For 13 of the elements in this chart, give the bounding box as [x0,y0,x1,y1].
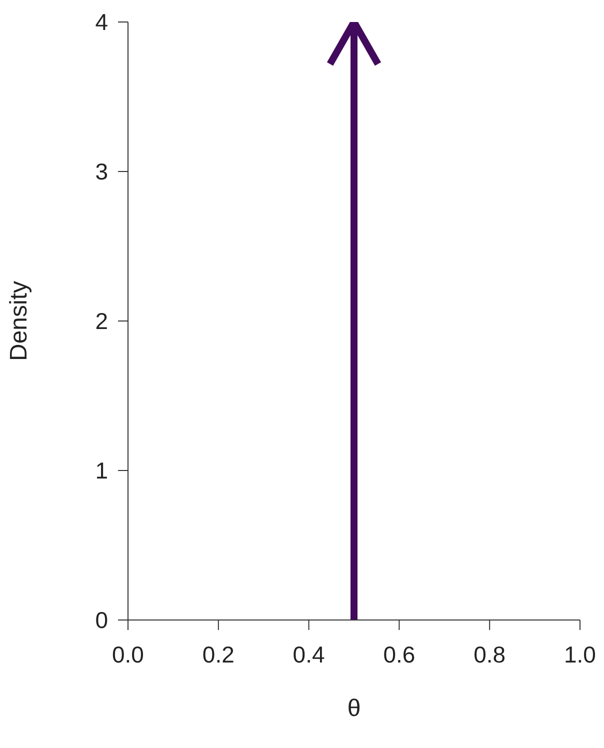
x-tick-label: 0.6 [383,641,416,668]
x-tick-label: 1.0 [564,641,596,668]
y-tick-label: 3 [95,158,108,185]
y-axis-title: Density [6,280,33,362]
y-tick-label: 2 [95,308,108,334]
y-tick-label: 0 [95,607,108,634]
x-tick-label: 0.0 [112,641,144,668]
x-tick-label: 0.4 [292,641,325,668]
x-tick-label: 0.2 [202,641,234,668]
y-tick-label: 4 [95,9,108,36]
y-tick-label: 1 [95,458,108,484]
x-axis-title: θ [347,695,361,722]
x-tick-label: 0.8 [474,641,506,668]
